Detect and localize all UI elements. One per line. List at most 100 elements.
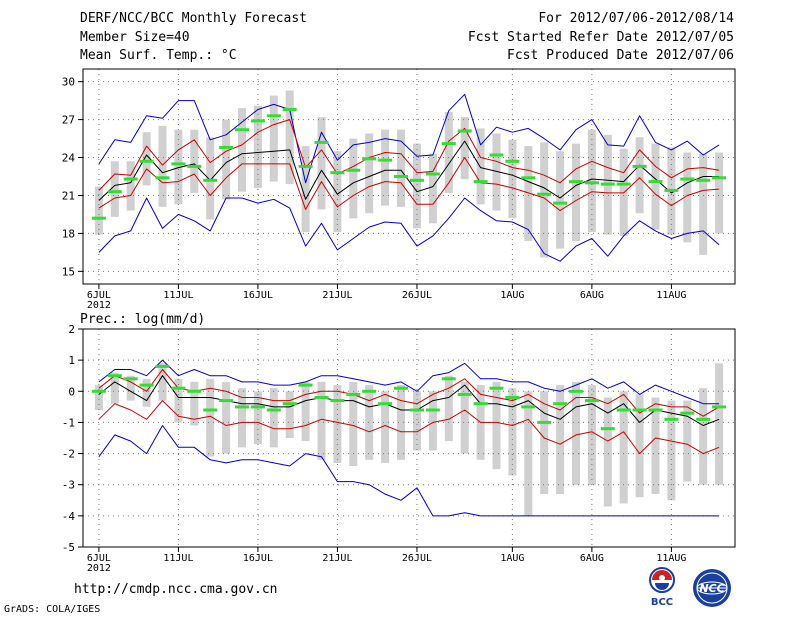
ensemble-marker <box>219 145 234 149</box>
ensemble-marker <box>298 164 313 168</box>
range-bar <box>397 129 405 207</box>
ensemble-marker <box>155 176 170 180</box>
ensemble-marker <box>250 119 265 123</box>
range-bar <box>556 151 565 249</box>
ensemble-marker <box>282 402 297 406</box>
ensemble-marker <box>553 201 568 205</box>
x-tick-label: 26JUL <box>402 290 432 301</box>
range-bar <box>238 108 246 192</box>
range-bar <box>492 381 501 470</box>
range-bar <box>428 153 437 224</box>
ensemble-marker <box>600 182 615 186</box>
range-bar <box>94 186 103 235</box>
range-bar <box>413 391 421 451</box>
ensemble-marker <box>537 192 552 196</box>
range-bar <box>158 125 167 207</box>
range-bar <box>603 397 612 507</box>
ensemble-marker <box>632 164 647 168</box>
range-bar <box>222 381 231 454</box>
range-bar <box>253 105 262 188</box>
ensemble-marker <box>680 177 695 181</box>
ensemble-marker <box>521 176 536 180</box>
ensemble-marker <box>203 178 218 182</box>
ensemble-marker <box>425 172 440 176</box>
ensemble-marker <box>553 402 568 406</box>
ensemble-marker <box>346 392 361 396</box>
ensemble-marker <box>187 389 202 393</box>
ensemble-marker <box>346 168 361 172</box>
range-bar <box>540 391 549 495</box>
range-bar <box>619 391 628 504</box>
range-bar <box>683 152 692 243</box>
ensemble-marker <box>696 178 711 182</box>
range-bar <box>222 119 231 200</box>
ensemble-marker <box>457 129 472 133</box>
ensemble-marker <box>314 396 329 399</box>
ensemble-marker <box>569 389 583 393</box>
ensemble-marker <box>266 408 281 412</box>
ensemble-marker <box>91 389 106 393</box>
range-bar <box>349 138 358 219</box>
y-tick-label: 2 <box>68 323 75 336</box>
ensemble-marker <box>712 405 727 409</box>
ensemble-marker <box>489 153 504 157</box>
range-bar <box>206 137 215 220</box>
ensemble-marker <box>298 383 313 387</box>
range-bar <box>94 385 103 410</box>
x-tick-label: 11AUG <box>656 290 686 301</box>
x-tick-year-label: 2012 <box>87 300 111 311</box>
ensemble-marker <box>235 128 249 132</box>
y-tick-label: 24 <box>62 152 76 165</box>
ensemble-marker <box>664 417 679 421</box>
series-line-max <box>98 359 720 405</box>
ensemble-marker <box>616 408 631 412</box>
ensemble-marker <box>171 386 186 390</box>
y-tick-label: 15 <box>62 265 75 278</box>
range-bar <box>444 375 453 442</box>
ensemble-marker <box>584 181 599 185</box>
ensemble-marker <box>521 405 536 409</box>
x-tick-label: 1AUG <box>500 290 524 301</box>
range-bar <box>285 391 294 438</box>
ensemble-marker <box>648 408 663 412</box>
y-tick-label: -3 <box>62 479 75 492</box>
ensemble-marker <box>696 417 711 421</box>
series-line-min <box>98 425 720 517</box>
fcst-produced-label: Fcst Produced Date 2012/07/06 <box>507 48 734 63</box>
x-tick-label: 6JUL <box>87 553 111 564</box>
range-bar <box>572 143 580 241</box>
ensemble-marker <box>107 190 122 194</box>
x-tick-label: 1AUG <box>500 553 524 564</box>
range-bar <box>381 391 390 463</box>
ensemble-marker <box>489 386 504 390</box>
x-tick-label: 11JUL <box>163 553 193 564</box>
ensemble-marker <box>569 180 583 184</box>
ensemble-marker <box>139 383 154 387</box>
ensemble-marker <box>203 408 218 412</box>
ncc-logo-text: NCC <box>699 582 724 595</box>
range-bar <box>635 394 644 498</box>
y-tick-label: 30 <box>62 76 75 89</box>
range-bar <box>317 117 326 210</box>
range-bar <box>269 95 278 182</box>
range-bar <box>317 381 326 460</box>
x-tick-label: 26JUL <box>402 553 432 564</box>
range-bar <box>142 378 151 407</box>
bcc-logo-icon: BCC <box>649 567 675 608</box>
ensemble-marker <box>330 399 345 403</box>
y-tick-label: 1 <box>68 354 75 367</box>
forecast-period-label: For 2012/07/06-2012/08/14 <box>538 11 734 26</box>
ensemble-marker <box>441 142 456 146</box>
series-line-mean <box>98 140 720 201</box>
x-tick-label: 16JUL <box>243 553 273 564</box>
ensemble-marker <box>632 408 647 412</box>
ensemble-marker <box>505 159 520 163</box>
ensemble-marker <box>282 108 297 111</box>
range-bar <box>699 388 708 485</box>
y-tick-label: -4 <box>62 510 76 523</box>
source-url[interactable]: http://cmdp.ncc.cma.gov.cn <box>74 582 278 597</box>
x-tick-label: 21JUL <box>322 290 352 301</box>
ensemble-marker <box>330 171 345 175</box>
range-bar <box>540 142 549 258</box>
range-bar <box>190 381 199 426</box>
